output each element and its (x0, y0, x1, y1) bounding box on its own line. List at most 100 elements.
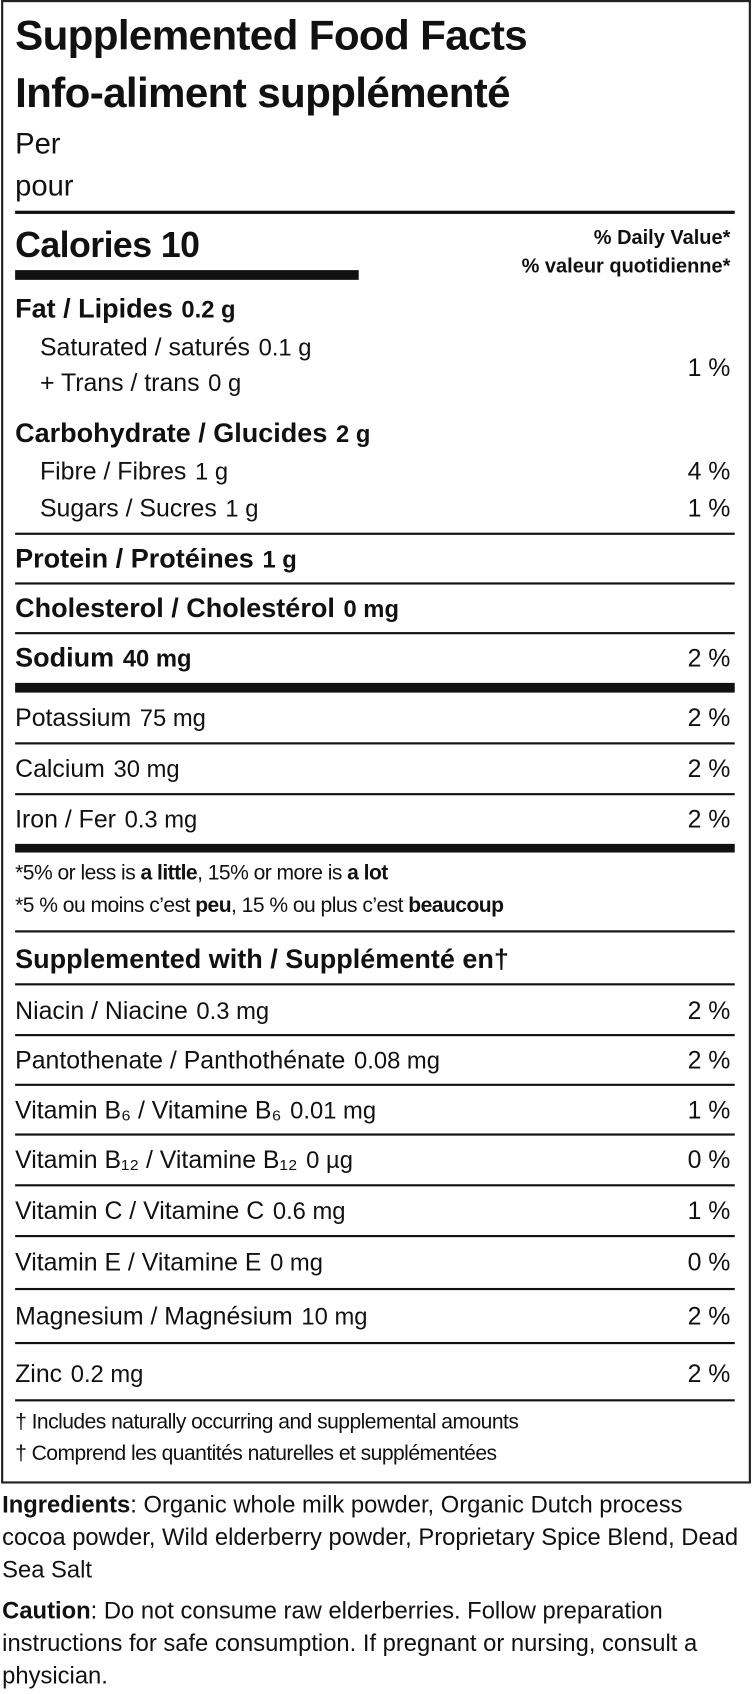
divider (15, 210, 735, 214)
nutrient-amount: 1 g (225, 494, 259, 522)
facts-table-border (1, 0, 751, 1484)
nutrient-label: Vitamin B₁₂ / Vitamine B₁₂ (15, 1145, 298, 1174)
daily-value-percent: 1 % (687, 353, 731, 382)
nutrient-row: + Trans / trans 0 g (15, 366, 730, 398)
supplement-row: Vitamin E / Vitamine E 0 mg 0 % (15, 1246, 730, 1278)
divider (15, 632, 735, 635)
nutrient-name: Vitamin B₆ / Vitamine B₆ 0.01 mg (15, 1093, 376, 1126)
nutrient-name: Calcium 30 mg (15, 752, 179, 785)
supplement-row: Vitamin C / Vitamine C 0.6 mg 1 % (15, 1194, 730, 1226)
nutrient-row: Carbohydrate / Glucides 2 g (15, 417, 730, 449)
dv-french: % valeur quotidienne* (521, 253, 731, 277)
daily-value-percent: 2 % (687, 1359, 731, 1388)
nutrient-label: Fat / Lipides (15, 293, 173, 325)
nutrient-label: Zinc (15, 1359, 63, 1388)
nutrient-name: Pantothenate / Panthothénate 0.08 mg (15, 1044, 440, 1077)
serving-per: Per (15, 127, 61, 160)
divider (15, 1133, 735, 1136)
nutrient-label: Niacin / Niacine (15, 996, 188, 1025)
daily-value-percent: 2 % (687, 1045, 731, 1075)
nutrient-amount: 0.2 g (181, 296, 236, 324)
calories-label: Calories (15, 224, 152, 265)
caution: Caution: Do not consume raw elderberries… (2, 1595, 748, 1692)
supplemented-heading: Supplemented with / Supplémenté en† (15, 944, 509, 975)
divider (15, 1184, 735, 1187)
daily-value-percent: 1 % (687, 1196, 731, 1225)
nutrient-row: Cholesterol / Cholestérol 0 mg (15, 592, 730, 624)
nutrient-amount: 0.3 mg (124, 806, 198, 834)
divider (15, 682, 735, 693)
nutrient-row: Iron / Fer 0.3 mg 2 % (15, 803, 730, 835)
supplement-row: Niacin / Niacine 0.3 mg 2 % (15, 994, 730, 1026)
serving-pour: pour (15, 169, 74, 203)
supplement-row: Pantothenate / Panthothénate 0.08 mg 2 % (15, 1044, 730, 1076)
calories-value: 10 (160, 224, 200, 265)
divider (15, 793, 735, 796)
nutrient-name: Vitamin B₁₂ / Vitamine B₁₂ 0 µg (15, 1143, 353, 1176)
nutrient-row: Sodium 40 mg 2 % (15, 642, 730, 674)
daily-value-percent: 0 % (687, 1145, 731, 1174)
daily-value-header: % Daily Value* % valeur quotidienne* (522, 224, 731, 280)
supplement-row: Vitamin B₆ / Vitamine B₆ 0.01 mg 1 % (15, 1093, 730, 1125)
nutrient-name: Fibre / Fibres 1 g (40, 455, 228, 488)
caution-text: : Do not consume raw elderberries. Follo… (2, 1596, 698, 1689)
supplement-row: Magnesium / Magnésium 10 mg 2 % (15, 1300, 730, 1332)
nutrient-name: Sugars / Sucres 1 g (40, 492, 259, 525)
nutrient-name: Zinc 0.2 mg (15, 1357, 143, 1390)
nutrient-label: Potassium (15, 703, 132, 732)
nutrient-amount: 0 mg (343, 595, 399, 623)
divider (15, 532, 735, 535)
daily-value-percent: 2 % (687, 754, 731, 783)
nutrient-label: Cholesterol / Cholestérol (15, 593, 335, 624)
divider (15, 1083, 735, 1086)
nutrient-label: + Trans / trans (39, 368, 200, 397)
nutrient-amount: 0.08 mg (354, 1047, 440, 1075)
divider (15, 742, 735, 745)
nutrient-label: Protein / Protéines (15, 543, 254, 574)
daily-value-percent: 1 % (687, 493, 731, 522)
nutrient-amount: 0 mg (270, 1249, 323, 1277)
daily-value-percent: 2 % (687, 1302, 731, 1331)
divider (15, 1235, 735, 1238)
calories: Calories 10 (15, 224, 200, 267)
nutrient-amount: 40 mg (122, 645, 192, 673)
divider (15, 843, 735, 853)
nutrient-amount: 75 mg (139, 704, 206, 732)
nutrient-label: Vitamin E / Vitamine E (15, 1247, 262, 1277)
divider (15, 1341, 735, 1345)
daily-value-percent: 0 % (687, 1247, 731, 1277)
nutrient-row: Saturated / saturés 0.1 g (15, 331, 730, 363)
nutrient-name: Carbohydrate / Glucides 2 g (15, 417, 370, 450)
nutrient-name (15, 351, 24, 384)
daily-value-percent: 2 % (687, 996, 731, 1025)
nutrient-row: Potassium 75 mg 2 % (15, 701, 730, 733)
nutrient-amount: 0 µg (306, 1146, 353, 1174)
divider (15, 1399, 735, 1402)
nutrient-name: Cholesterol / Cholestérol 0 mg (15, 592, 399, 625)
footnote-french: *5 % ou moins c’est peu, 15 % ou plus c’… (15, 893, 504, 918)
daily-value-percent: 1 % (687, 1095, 731, 1124)
nutrient-label: Saturated / saturés (39, 332, 250, 361)
dv-english: % Daily Value* (593, 225, 731, 249)
nutrient-name: Protein / Protéines 1 g (15, 542, 297, 575)
nutrient-amount: 0.1 g (258, 333, 312, 361)
daily-value-percent: 2 % (687, 703, 731, 732)
ingredients: Ingredients: Organic whole milk powder, … (2, 1489, 748, 1586)
nutrient-amount: 0.2 mg (70, 1360, 144, 1388)
nutrient-name: Vitamin C / Vitamine C 0.6 mg (15, 1194, 345, 1227)
title-french: Info-aliment supplémenté (15, 70, 511, 117)
daily-value-percent: 4 % (687, 457, 731, 486)
nutrient-name: Magnesium / Magnésium 10 mg (15, 1300, 367, 1333)
title-english: Supplemented Food Facts (15, 12, 528, 60)
nutrient-name: Sodium 40 mg (15, 642, 191, 675)
divider (15, 1287, 735, 1291)
nutrient-label: Magnesium / Magnésium (15, 1302, 293, 1331)
nutrient-row: Fat / Lipides 0.2 g (15, 293, 730, 325)
caution-label: Caution (2, 1596, 91, 1624)
divider (15, 1034, 735, 1037)
nutrient-label: Pantothenate / Panthothénate (15, 1045, 346, 1075)
nutrient-name: Fat / Lipides 0.2 g (15, 293, 235, 326)
nutrient-name: Saturated / saturés 0.1 g (40, 331, 312, 364)
nutrient-label: Calcium (15, 754, 105, 783)
